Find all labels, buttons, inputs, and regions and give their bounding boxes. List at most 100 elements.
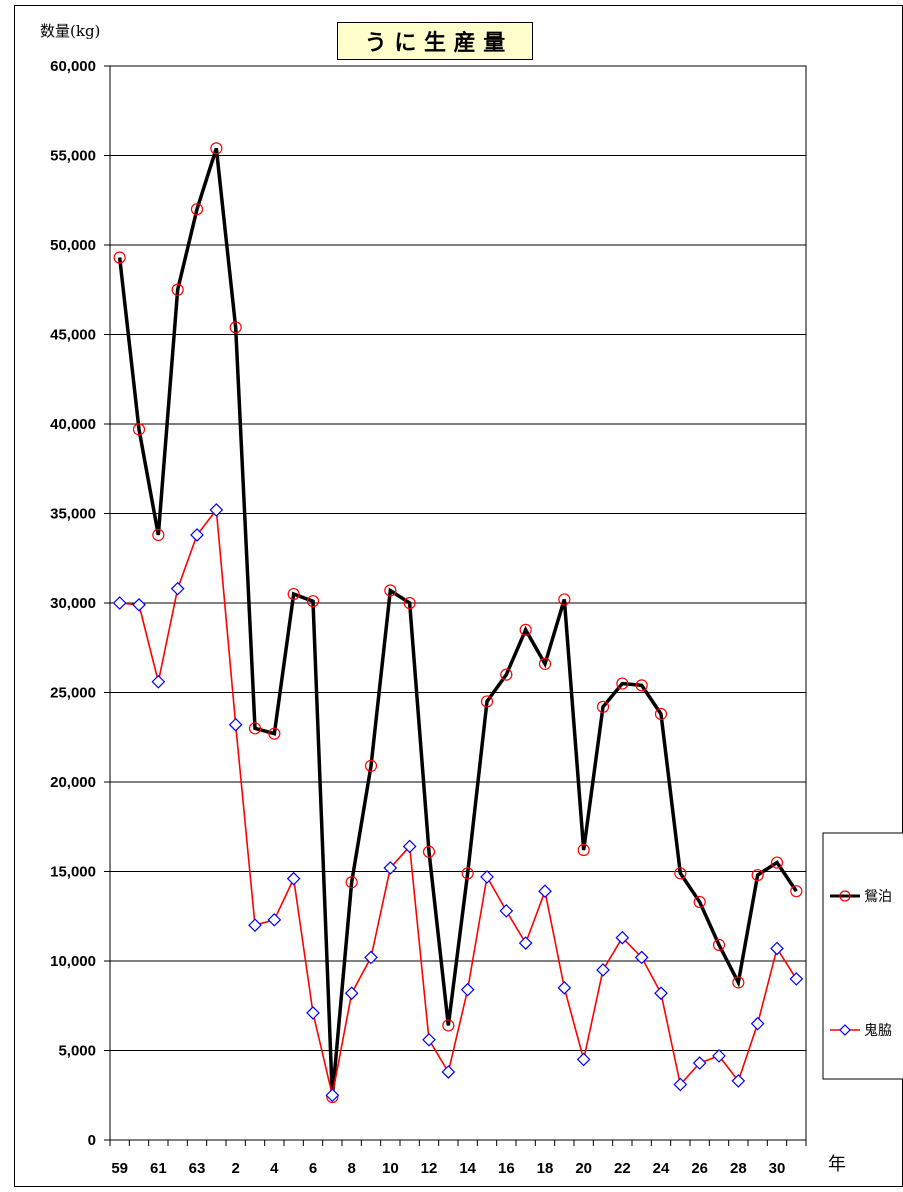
- data-point: [674, 867, 687, 880]
- y-tick-label: 5,000: [58, 1043, 96, 1060]
- data-point: [634, 950, 649, 965]
- data-point: [519, 623, 532, 636]
- y-axis-ticks: 0 5,000 10,000 15,000 20,000 25,000 30,000 35,0…: [50, 58, 110, 1149]
- data-point: [789, 972, 804, 986]
- x-axis-ticks: 59 61 63 2 4 6 8 10 12 14 16 18 20 22 24 26 28 30: [109, 1140, 807, 1177]
- data-point: [248, 918, 262, 933]
- data-point: [732, 976, 745, 989]
- x-tick-label: 10: [382, 1160, 399, 1177]
- data-point: [616, 677, 629, 690]
- data-point: [402, 839, 417, 854]
- data-point: [344, 986, 359, 1001]
- data-point: [228, 717, 243, 732]
- y-tick-label: 30,000: [50, 595, 96, 612]
- y-tick-label: 55,000: [50, 148, 96, 165]
- data-point: [500, 668, 513, 681]
- x-tick-label: 61: [150, 1160, 167, 1177]
- data-point: [286, 871, 301, 886]
- series-group: [112, 142, 804, 1104]
- data-point: [673, 1077, 688, 1092]
- data-point: [596, 963, 610, 977]
- data-point: [577, 843, 590, 857]
- data-point: [480, 870, 494, 884]
- legend-box: [822, 832, 903, 1080]
- data-point: [287, 587, 300, 601]
- data-point: [306, 595, 320, 608]
- legend-label: 鴛泊: [864, 889, 892, 905]
- legend-marker: [839, 1024, 851, 1036]
- data-point: [558, 593, 571, 606]
- data-point: [442, 1019, 455, 1032]
- data-point: [751, 868, 764, 882]
- data-point: [770, 941, 784, 956]
- data-point: [364, 759, 378, 772]
- data-point: [538, 657, 552, 670]
- data-point: [209, 503, 224, 517]
- data-point: [422, 845, 436, 858]
- y-tick-label: 10,000: [50, 953, 96, 970]
- y-tick-label: 15,000: [50, 864, 96, 881]
- data-point: [460, 982, 475, 997]
- x-tick-label: 14: [459, 1160, 476, 1177]
- x-tick-label: 12: [421, 1160, 438, 1177]
- data-point: [325, 1088, 340, 1103]
- y-tick-label: 0: [88, 1132, 96, 1149]
- x-tick-label: 4: [270, 1160, 279, 1177]
- x-tick-label: 30: [769, 1160, 786, 1177]
- data-point: [190, 528, 204, 542]
- data-point: [635, 679, 648, 692]
- series-line-2: [119, 507, 798, 1096]
- data-point: [132, 597, 146, 612]
- data-point: [113, 251, 126, 264]
- data-point: [190, 203, 204, 216]
- data-point: [268, 727, 281, 740]
- data-point: [654, 707, 668, 721]
- x-tick-label: 28: [730, 1160, 747, 1177]
- data-point: [693, 895, 706, 909]
- data-point: [790, 885, 803, 898]
- series-line-1: [117, 147, 798, 1098]
- x-tick-label: 16: [498, 1160, 515, 1177]
- legend-marker: [839, 890, 851, 902]
- data-point: [441, 1065, 456, 1079]
- gridlines: [110, 155, 806, 1051]
- data-point: [384, 584, 397, 597]
- data-point: [731, 1074, 746, 1088]
- data-point: [712, 938, 726, 951]
- data-point: [422, 1032, 436, 1047]
- data-point: [557, 981, 572, 995]
- data-point: [170, 581, 185, 596]
- y-tick-label: 35,000: [50, 506, 96, 523]
- data-point: [345, 876, 358, 889]
- data-point: [654, 986, 668, 1001]
- data-point: [171, 283, 184, 296]
- x-tick-label: 6: [309, 1160, 317, 1177]
- data-point: [210, 142, 223, 155]
- data-point: [383, 861, 398, 875]
- x-tick-label: 18: [537, 1160, 554, 1177]
- data-point: [461, 867, 474, 880]
- y-tick-label: 20,000: [50, 774, 96, 791]
- data-point: [152, 528, 165, 542]
- chart-frame: [14, 5, 903, 1187]
- data-point: [151, 674, 166, 689]
- x-axis-label: 年: [828, 1154, 846, 1175]
- data-point: [518, 936, 533, 950]
- x-tick-label: 63: [189, 1160, 206, 1177]
- x-tick-label: 20: [575, 1160, 592, 1177]
- data-point: [499, 904, 514, 918]
- data-point: [615, 930, 630, 945]
- data-point: [770, 856, 784, 869]
- y-tick-label: 50,000: [50, 237, 96, 254]
- x-tick-label: 26: [691, 1160, 708, 1177]
- y-tick-label: 60,000: [50, 58, 96, 75]
- data-point: [229, 321, 242, 334]
- data-point: [712, 1049, 726, 1063]
- data-point: [306, 1006, 320, 1020]
- y-tick-label: 40,000: [50, 416, 96, 433]
- y-axis-label: 数量(kg): [40, 22, 101, 40]
- x-tick-label: 22: [614, 1160, 631, 1177]
- data-point: [576, 1052, 591, 1067]
